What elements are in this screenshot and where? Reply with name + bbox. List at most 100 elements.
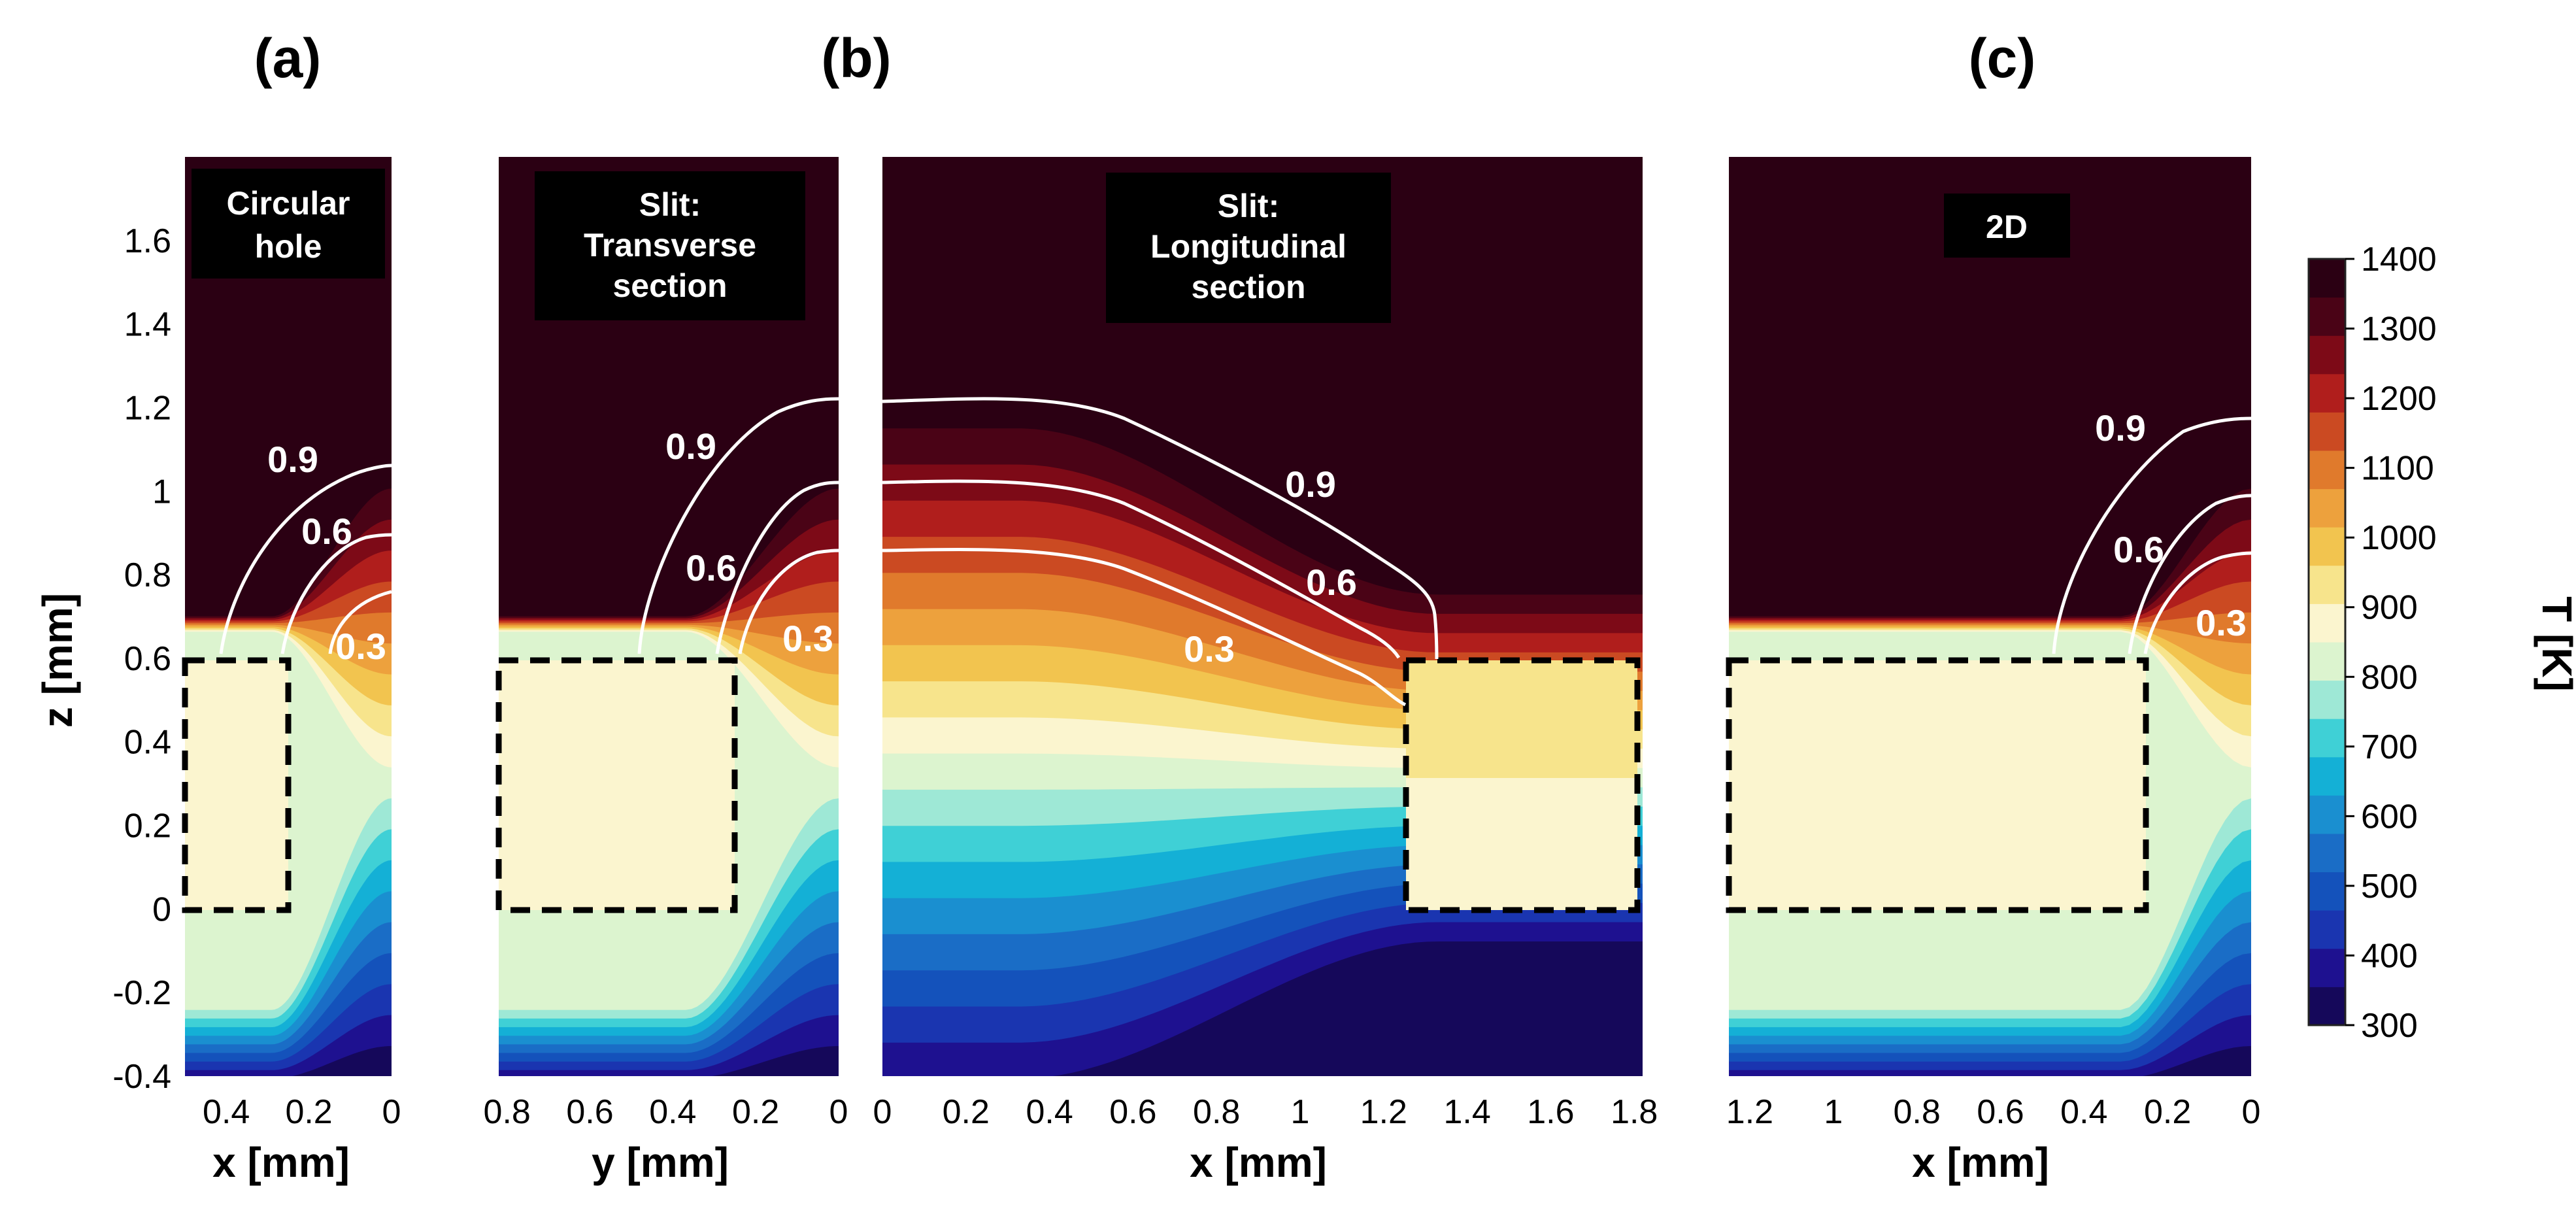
- temperature-bands-b-longitudinal: [882, 157, 1643, 1076]
- contour-0.6-b-transverse: [715, 481, 839, 654]
- panel-title-a-line1: Circular: [227, 185, 350, 222]
- colorbar-bands: [2309, 259, 2345, 1026]
- z-axis-label: z [mm]: [34, 593, 81, 728]
- colorbar-band: [2309, 450, 2345, 490]
- colorbar-band: [2309, 834, 2345, 873]
- colorbar-tick-label: 1400: [2361, 241, 2437, 279]
- temperature-bands-a: [185, 157, 392, 1076]
- contours-b-transverse: [637, 397, 839, 654]
- material-region-b-transverse: [499, 660, 735, 910]
- contour-0.3-b-transverse: [738, 549, 839, 654]
- z-tick-label: 0.8: [124, 556, 171, 594]
- x-tick-label: 0.2: [2144, 1093, 2191, 1131]
- colorbar-tick-label: 800: [2361, 658, 2418, 696]
- x-tick-label: 0.4: [1026, 1093, 1073, 1131]
- x-tick-label: 0.6: [1977, 1093, 2024, 1131]
- x-ticks-a: 0.4 0.2 0: [203, 1093, 401, 1131]
- contour-0.9-a: [219, 464, 392, 654]
- z-tick-label: 0.6: [124, 640, 171, 678]
- z-tick-label: 1.6: [124, 222, 171, 260]
- contour-label-a-0.9: 0.9: [267, 439, 318, 480]
- x-tick-label: 0.4: [2060, 1093, 2107, 1131]
- material-outline-c: [1726, 657, 2149, 913]
- temperature-band: [882, 941, 1643, 1076]
- title-box-c: [1944, 194, 2070, 258]
- colorbar-band: [2309, 987, 2345, 1026]
- material-outline-b-transverse: [495, 657, 738, 913]
- x-tick-label: 0.8: [484, 1093, 531, 1131]
- z-tick-label: 1: [152, 473, 171, 511]
- x-tick-label: 0.2: [285, 1093, 332, 1131]
- colorbar-label: T [K]: [2534, 596, 2576, 692]
- colorbar-band: [2309, 910, 2345, 949]
- z-tick-label: -0.2: [112, 974, 171, 1012]
- title-box-b-transverse: [535, 171, 805, 320]
- colorbar-tick-label: 1200: [2361, 380, 2437, 418]
- colorbar-band: [2309, 680, 2345, 719]
- panel-title-b-longitudinal-line3: section: [1191, 269, 1305, 305]
- panel-label-b: (b): [821, 27, 891, 89]
- contour-0.9-b-longitudinal: [882, 397, 1439, 660]
- panel-gap: [392, 157, 499, 1077]
- colorbar: 1400 1300 1200 1100 1000 900 800 700 600…: [2307, 241, 2576, 1045]
- contour-0.9-b-transverse: [637, 397, 839, 654]
- contour-label-b-transverse-0.3: 0.3: [782, 618, 833, 659]
- panel-a: 0.9 0.6 0.3 Circular hole x [mm] 0.4 0.2 0: [182, 157, 401, 1186]
- colorbar-band: [2309, 412, 2345, 451]
- colorbar-tick-label: 900: [2361, 589, 2418, 627]
- x-tick-label: 0: [382, 1093, 401, 1131]
- x-tick-label: 1.4: [1443, 1093, 1490, 1131]
- x-tick-label: 0.6: [1109, 1093, 1156, 1131]
- x-axis-label-c: x [mm]: [1912, 1139, 2049, 1186]
- panel-title-b-transverse-line1: Slit:: [639, 186, 701, 223]
- contour-0.6-c: [2128, 494, 2252, 654]
- panel-title-b-transverse-line3: section: [612, 267, 727, 304]
- contour-0.6-a: [280, 533, 392, 654]
- material-region-a: [185, 660, 288, 910]
- colorbar-tick-label: 1100: [2361, 450, 2434, 488]
- colorbar-band: [2309, 527, 2345, 566]
- panel-title-c-line1: 2D: [1986, 209, 2028, 245]
- material-outline-b-longitudinal: [1403, 657, 1641, 913]
- x-tick-label: 0: [2242, 1093, 2261, 1131]
- panel-title-b-longitudinal-line1: Slit:: [1218, 188, 1279, 224]
- contour-label-c-0.6: 0.6: [2113, 529, 2164, 570]
- temperature-bands-c: [1729, 157, 2251, 1076]
- x-tick-label: 1: [1824, 1093, 1843, 1131]
- contour-0.3-a: [328, 590, 392, 654]
- colorbar-tick-label: 500: [2361, 868, 2418, 905]
- material-region-b-longitudinal: [1406, 660, 1637, 778]
- z-axis-ticks: 1.6 1.4 1.2 1 0.8 0.6 0.4 0.2 0 -0.2 -0.…: [112, 222, 171, 1096]
- panel-gap: [1643, 157, 1729, 1077]
- colorbar-band: [2309, 871, 2345, 911]
- x-tick-label: 0.6: [566, 1093, 613, 1131]
- panel-title-a-line2: hole: [255, 228, 322, 265]
- x-tick-label: 0: [829, 1093, 848, 1131]
- contours-c: [2052, 416, 2252, 654]
- colorbar-band: [2309, 756, 2345, 796]
- contour-label-b-longitudinal-0.9: 0.9: [1285, 464, 1336, 505]
- temperature-band: [185, 1046, 392, 1076]
- contour-label-c-0.9: 0.9: [2095, 407, 2146, 448]
- z-tick-label: 1.4: [124, 306, 171, 344]
- title-box-a: [192, 169, 385, 279]
- colorbar-band: [2309, 488, 2345, 528]
- x-tick-label: 0.2: [943, 1093, 990, 1131]
- material-region-c: [1729, 660, 2146, 910]
- x-tick-label: 0.2: [732, 1093, 779, 1131]
- z-tick-label: -0.4: [112, 1058, 171, 1096]
- colorbar-tick-label: 300: [2361, 1007, 2418, 1045]
- x-axis-label-b-longitudinal: x [mm]: [1190, 1139, 1327, 1186]
- x-tick-label: 0.4: [203, 1093, 250, 1131]
- contour-0.6-b-longitudinal: [882, 479, 1401, 659]
- panel-label-c: (c): [1969, 27, 2036, 89]
- x-tick-label: 1.2: [1726, 1093, 1773, 1131]
- colorbar-frame: [2307, 258, 2347, 1026]
- z-tick-label: 1.2: [124, 389, 171, 427]
- x-tick-label: 0.8: [1193, 1093, 1240, 1131]
- contour-label-b-transverse-0.9: 0.9: [665, 426, 716, 467]
- material-outline-a: [182, 657, 292, 913]
- colorbar-ticks: 1400 1300 1200 1100 1000 900 800 700 600…: [2345, 241, 2437, 1045]
- colorbar-band: [2309, 335, 2345, 375]
- colorbar-band: [2309, 603, 2345, 643]
